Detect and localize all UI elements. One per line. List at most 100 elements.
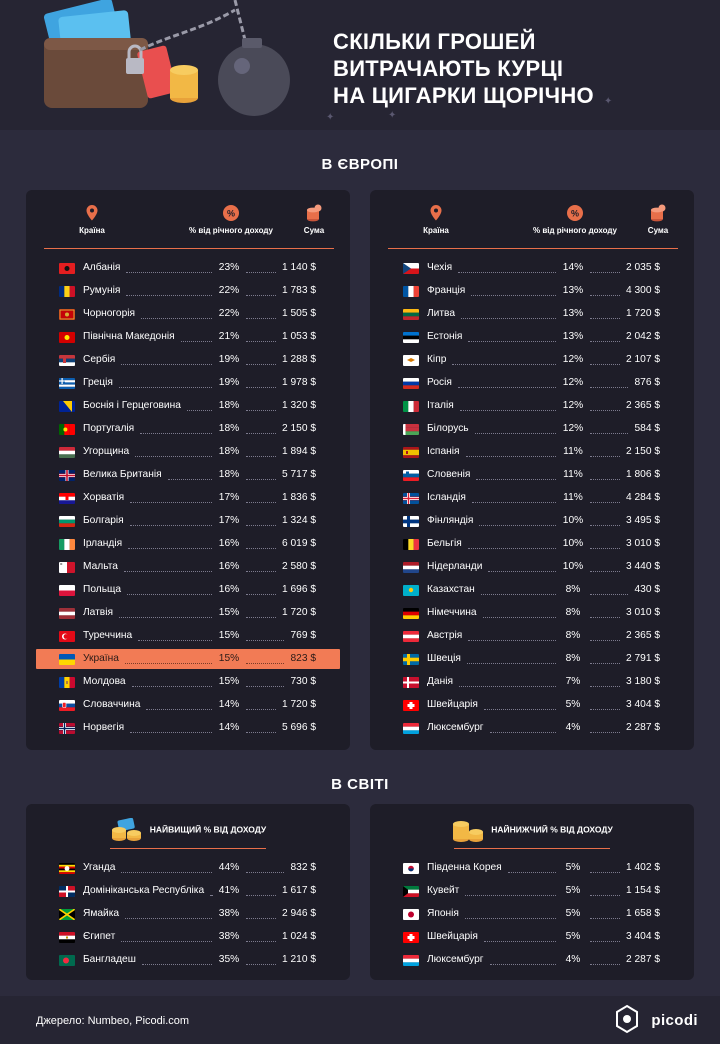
flag-icon xyxy=(59,700,75,711)
amount-value: 1 288 $ xyxy=(282,354,316,365)
table-row: Хорватія 17% 1 836 $ xyxy=(36,488,340,508)
amount-value: 1 053 $ xyxy=(282,331,316,342)
table-row-highlighted: Україна 15% 823 $ xyxy=(36,649,340,669)
country-name: Кувейт xyxy=(427,885,460,896)
dotted-leader xyxy=(590,918,620,919)
country-name: Уганда xyxy=(83,862,116,873)
table-row: Чехія 14% 2 035 $ xyxy=(380,258,684,278)
dotted-leader xyxy=(128,548,212,549)
dotted-leader xyxy=(246,502,276,503)
column-header-country: Країна xyxy=(406,204,466,235)
dotted-leader xyxy=(460,410,556,411)
percent-value: 18% xyxy=(218,400,240,411)
flag-icon xyxy=(403,608,419,619)
table-row: Люксембург 4% 2 287 $ xyxy=(380,718,684,738)
column-header-percent: % % від річного доходу xyxy=(520,204,630,235)
flag-icon xyxy=(403,700,419,711)
amount-value: 1 783 $ xyxy=(282,285,316,296)
amount-value: 3 404 $ xyxy=(626,699,660,710)
percent-value: 18% xyxy=(218,469,240,480)
location-pin-icon xyxy=(430,205,442,221)
percent-value: 19% xyxy=(218,377,240,388)
dotted-leader xyxy=(472,502,556,503)
amount-value: 1 617 $ xyxy=(282,885,316,896)
dotted-leader xyxy=(246,964,276,965)
table-row: Італія 12% 2 365 $ xyxy=(380,396,684,416)
country-name: Естонія xyxy=(427,331,463,342)
country-name: Німеччина xyxy=(427,607,477,618)
table-row: Південна Корея 5% 1 402 $ xyxy=(380,858,684,878)
country-name: Норвегія xyxy=(83,722,125,733)
amount-value: 2 791 $ xyxy=(626,653,660,664)
dotted-leader xyxy=(590,433,628,434)
column-header-label: Сума xyxy=(647,226,669,235)
percent-value: 8% xyxy=(565,607,581,618)
dotted-leader xyxy=(246,640,284,641)
country-name: Бангладеш xyxy=(83,954,136,965)
percent-value: 8% xyxy=(565,630,581,641)
amount-value: 876 $ xyxy=(634,377,661,388)
flag-icon xyxy=(59,955,75,966)
header: СКІЛЬКИ ГРОШЕЙ ВИТРАЧАЮТЬ КУРЦІ НА ЦИГАР… xyxy=(0,0,720,130)
table-row: Уганда 44% 832 $ xyxy=(36,858,340,878)
flag-icon xyxy=(403,263,419,274)
flag-icon xyxy=(403,355,419,366)
table-row: Німеччина 8% 3 010 $ xyxy=(380,603,684,623)
amount-value: 2 150 $ xyxy=(626,446,660,457)
percent-value: 5% xyxy=(565,862,581,873)
percent-value: 8% xyxy=(565,584,581,595)
percent-value: 15% xyxy=(218,607,240,618)
country-name: Домініканська Республіка xyxy=(83,885,205,896)
flag-icon xyxy=(59,654,75,665)
dotted-leader xyxy=(246,272,276,273)
table-row: Естонія 13% 2 042 $ xyxy=(380,327,684,347)
country-name: Бельгія xyxy=(427,538,462,549)
country-name: Боснія і Герцеговина xyxy=(83,400,181,411)
table-row: Ямайка 38% 2 946 $ xyxy=(36,904,340,924)
percent-value: 17% xyxy=(218,515,240,526)
country-name: Болгарія xyxy=(83,515,124,526)
flag-icon xyxy=(403,309,419,320)
dotted-leader xyxy=(590,272,620,273)
dotted-leader xyxy=(246,709,276,710)
flag-icon xyxy=(403,631,419,642)
dotted-leader xyxy=(590,456,620,457)
column-header-label: Сума xyxy=(303,226,325,235)
dotted-leader xyxy=(246,617,276,618)
percent-value: 14% xyxy=(562,262,584,273)
dotted-leader xyxy=(135,456,212,457)
table-row: Данія 7% 3 180 $ xyxy=(380,672,684,692)
country-name: Нідерланди xyxy=(427,561,483,572)
lowest-label: НАЙНИЖЧИЙ % ВІД ДОХОДУ xyxy=(491,824,613,835)
dotted-leader xyxy=(187,410,212,411)
dotted-leader xyxy=(246,663,284,664)
percent-value: 7% xyxy=(565,676,581,687)
dotted-leader xyxy=(246,941,276,942)
percent-value: 10% xyxy=(562,515,584,526)
divider xyxy=(44,248,334,249)
dotted-leader xyxy=(590,732,620,733)
percent-value: 11% xyxy=(563,469,583,480)
dotted-leader xyxy=(246,479,276,480)
flag-icon xyxy=(403,332,419,343)
table-row: Чорногорія 22% 1 505 $ xyxy=(36,304,340,324)
percent-value: 12% xyxy=(562,423,584,434)
column-header-country: Країна xyxy=(62,204,122,235)
percent-value: 4% xyxy=(565,722,581,733)
amount-value: 1 720 $ xyxy=(282,699,316,710)
dotted-leader xyxy=(119,387,212,388)
amount-value: 2 042 $ xyxy=(626,331,660,342)
footer: Джерело: Numbeo, Picodi.com picodi xyxy=(0,996,720,1044)
dotted-leader xyxy=(246,918,276,919)
coins-icon xyxy=(651,204,666,222)
highest-header: НАЙВИЩИЙ % ВІД ДОХОДУ xyxy=(26,818,350,842)
flag-icon xyxy=(403,723,419,734)
dotted-leader xyxy=(590,548,620,549)
dotted-leader xyxy=(590,502,620,503)
amount-value: 1 320 $ xyxy=(282,400,316,411)
dotted-leader xyxy=(468,640,556,641)
table-row: Швейцарія 5% 3 404 $ xyxy=(380,695,684,715)
dotted-leader xyxy=(130,502,212,503)
country-name: Північна Македонія xyxy=(83,331,175,342)
amount-value: 1 720 $ xyxy=(626,308,660,319)
